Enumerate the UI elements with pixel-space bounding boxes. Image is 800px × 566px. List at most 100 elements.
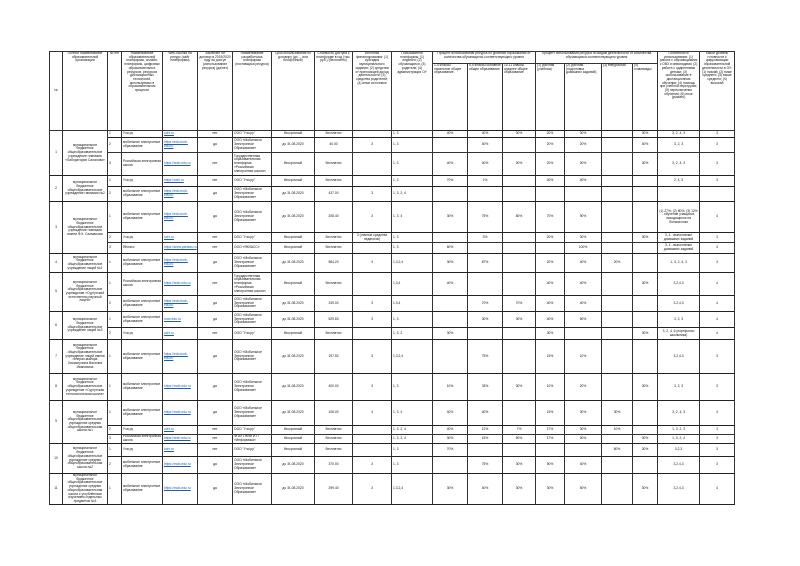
site-link[interactable]: https://resh.edu.ru xyxy=(164,161,191,166)
row-number: 2 xyxy=(107,425,122,435)
contract-status: да xyxy=(197,456,233,474)
site-cell: https://resh.edu.ru xyxy=(162,272,198,296)
site-link[interactable]: https://edu.mob-edu.ru xyxy=(164,212,188,220)
usage-features: 3, 4 - выполнение домашних заданий xyxy=(657,232,701,243)
site-link[interactable]: https://edu.mob-edu.ru xyxy=(164,258,188,266)
usage-term: бессрочный xyxy=(271,242,315,254)
access-cost: бесплатно xyxy=(314,425,353,435)
site-link[interactable]: https://edu.mob-edu.ru xyxy=(164,140,188,148)
site-link[interactable]: https://mob-edu.ru xyxy=(164,384,191,389)
table-row: 7 муниципальное бюджетное общеобразовател… xyxy=(49,339,736,374)
level-percent: 33% xyxy=(467,373,503,401)
funding-source xyxy=(352,130,392,138)
site-link[interactable]: uchi.ru xyxy=(164,234,174,239)
site-link[interactable]: uchi.ru xyxy=(164,330,174,335)
site-link[interactable]: https://mob-edu.ru xyxy=(164,410,191,415)
contract-status: да xyxy=(197,186,233,202)
activity-percent xyxy=(601,175,634,187)
site-link[interactable]: https://www.yaklass.ru xyxy=(164,245,197,250)
activity-percent xyxy=(535,443,566,457)
level-percent xyxy=(432,232,468,243)
site-link[interactable]: https://mob-edu.ru xyxy=(164,462,191,467)
level-percent xyxy=(432,311,468,328)
level-percent xyxy=(467,327,503,340)
activity-percent: 30% xyxy=(632,443,659,457)
level-percent xyxy=(432,186,468,202)
level-percent: 40% xyxy=(432,152,468,176)
site-cell: https://mob-edu.ru xyxy=(162,373,198,401)
site-link[interactable]: https://uchi.ru xyxy=(164,178,184,183)
developer-name: ООО "Учи.ру" xyxy=(232,232,272,243)
org-name: муниципальное бюджетное общеобразователь… xyxy=(62,130,108,176)
site-link[interactable]: https://resh.edu.ru xyxy=(164,436,191,441)
site-link[interactable]: https://resh.edu.ru xyxy=(164,281,191,286)
contract-status: нет xyxy=(197,152,233,176)
platform-users: 1, 3 xyxy=(391,373,433,401)
level-percent: 80% xyxy=(501,201,537,233)
table-row: 1 муниципальное бюджетное общеобразовател… xyxy=(49,130,736,176)
usage-term: бессрочный xyxy=(271,434,315,444)
activity-percent: 40% xyxy=(632,137,659,153)
usage-term: до 31.08.2020 xyxy=(271,339,315,374)
developer-name: ООО «Мобильное Электронное Образование» xyxy=(232,253,272,273)
activity-percent: 50% xyxy=(535,456,566,474)
site-link[interactable]: https://edu.mob-edu.ru xyxy=(164,351,188,360)
funding-source: 4 xyxy=(352,400,392,426)
activity-percent xyxy=(632,186,659,202)
site-link[interactable]: https://mob-edu.ru xyxy=(164,485,191,490)
developer-name: ООО «Мобильное Электронное Образование» xyxy=(232,201,272,233)
level-percent: 40% xyxy=(432,272,468,296)
access-cost: 529.83 xyxy=(314,311,353,328)
site-cell: uchi.ru xyxy=(162,130,198,138)
header-platform: Наименование образовательной платформы, … xyxy=(121,51,163,131)
funding-source xyxy=(352,443,392,457)
activity-percent xyxy=(601,339,634,374)
site-cell: https://mob-edu.ru xyxy=(162,456,198,474)
level-percent xyxy=(432,339,468,374)
site-cell: https://mob-edu.ru xyxy=(162,473,198,505)
activity-percent xyxy=(632,253,659,273)
funding-source: 3 xyxy=(352,456,392,474)
site-link[interactable]: mob-edu.ru xyxy=(164,316,181,321)
level-percent: 30% xyxy=(432,327,468,340)
site-link[interactable]: uchi.ru xyxy=(164,447,174,452)
access-cost: 108.00 xyxy=(314,400,353,426)
platform-name: Учи.ру xyxy=(121,232,163,243)
level-percent: 30% xyxy=(501,152,537,176)
site-link[interactable]: https://edu.mob-edu.ru xyxy=(164,298,188,307)
platform-name: мобильное электронное образование xyxy=(121,253,163,273)
org-name: муниципальное бюджетное общеобразователь… xyxy=(62,272,108,312)
table-row: 2 мобильное электронное образование https:… xyxy=(50,137,736,153)
site-link[interactable]: uchi.ru xyxy=(164,427,174,432)
usage-features: 1, 3, 2, 4, 3 xyxy=(657,253,701,273)
developer-name: ООО "Учи.ру" xyxy=(232,425,272,435)
contract-status: нет xyxy=(197,272,233,296)
activity-percent: 40% xyxy=(564,272,603,296)
contract-status: да xyxy=(197,253,233,273)
platform-users: 1, 3 xyxy=(391,152,433,176)
usage-term: бессрочный xyxy=(271,232,315,243)
activity-percent: 40% xyxy=(564,295,603,312)
site-link[interactable]: https://edu.mob-edu.ru xyxy=(164,189,188,197)
level-percent xyxy=(501,137,537,153)
level-percent xyxy=(501,400,537,426)
org-number: 1 xyxy=(49,130,63,176)
activity-percent: 30% xyxy=(632,327,659,340)
funding-source: 3 xyxy=(352,295,392,312)
funding-source: 3 xyxy=(352,137,392,153)
row-number: 1 xyxy=(107,443,122,457)
developer-name: ООО "Учи.ру" xyxy=(232,130,272,138)
table-row: 2 Учи.ру uchi.ru нет ООО "Учи.ру" бессрочный б… xyxy=(50,232,736,243)
usage-features: 3, 4 - выполнение домашних заданий xyxy=(657,242,701,254)
level-percent: 30% xyxy=(501,311,537,328)
developer-name: ООО "Учи.ру" xyxy=(232,443,272,457)
site-link[interactable]: uchi.ru xyxy=(164,131,174,136)
site-cell: mob-edu.ru xyxy=(162,311,198,328)
funding-source: 3 xyxy=(352,373,392,401)
activity-percent xyxy=(601,272,634,296)
activity-percent xyxy=(601,242,634,254)
platform-users: 1, 3, 2, 4 xyxy=(391,434,433,444)
org-name: муниципальное бюджетное общеобразователь… xyxy=(62,339,108,374)
header-activity-extracurricular: (3) внеурочная xyxy=(601,63,634,131)
platform-name: мобильное электронное образование xyxy=(121,201,163,233)
